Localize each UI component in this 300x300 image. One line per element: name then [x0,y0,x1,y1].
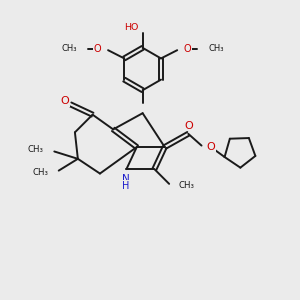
Text: CH₃: CH₃ [32,168,48,177]
Text: H: H [122,181,130,191]
Text: O: O [207,142,216,152]
Text: CH₃: CH₃ [178,181,195,190]
Text: CH₃: CH₃ [208,44,224,53]
Text: O: O [61,96,70,106]
Text: CH₃: CH₃ [62,44,77,53]
Text: O: O [184,121,193,130]
Text: CH₃: CH₃ [28,146,44,154]
Text: HO: HO [124,23,138,32]
Text: O: O [94,44,102,54]
Text: O: O [184,44,191,54]
Text: N: N [122,174,130,184]
